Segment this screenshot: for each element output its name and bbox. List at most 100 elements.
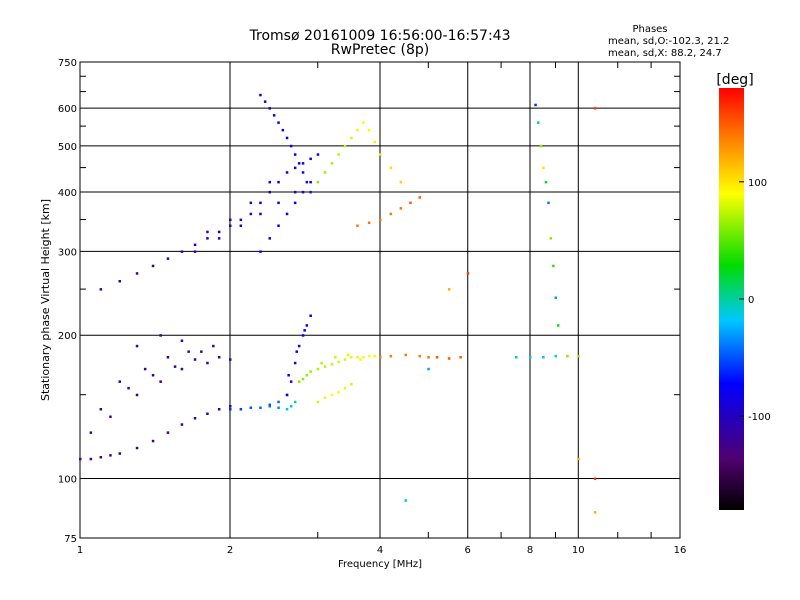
data-point — [309, 180, 312, 184]
y-tick-label: 100 — [58, 475, 77, 486]
data-point — [193, 250, 197, 253]
data-point — [356, 356, 359, 359]
data-point — [316, 153, 320, 156]
data-point — [277, 400, 280, 404]
data-point — [297, 380, 301, 383]
data-point — [277, 406, 280, 409]
chart-title: Tromsø 20161009 16:56:00-16:57:43 — [249, 28, 511, 44]
data-point — [239, 408, 243, 411]
data-point — [109, 454, 112, 457]
chart-subtitle: RwPretec (8p) — [331, 42, 429, 58]
data-point — [285, 408, 289, 411]
data-point — [337, 153, 340, 156]
data-point — [206, 237, 209, 240]
data-point — [277, 201, 280, 205]
y-tick-label: 200 — [58, 331, 77, 342]
data-point — [268, 107, 271, 110]
data-point — [379, 153, 382, 156]
data-point — [151, 264, 155, 268]
data-point — [577, 457, 580, 461]
grid — [80, 62, 680, 538]
data-point — [193, 358, 197, 361]
x-tick-label: 6 — [465, 545, 471, 556]
data-point — [217, 230, 221, 234]
data-point — [418, 196, 421, 199]
data-point — [350, 136, 353, 140]
data-point — [435, 356, 439, 359]
data-point — [309, 190, 312, 194]
data-point — [229, 408, 232, 411]
data-point — [127, 386, 130, 390]
data-point — [323, 171, 327, 174]
data-point — [289, 380, 293, 383]
data-point — [301, 377, 305, 381]
data-point — [173, 365, 177, 368]
y-axis-label: Stationary phase Virtual Height [km] — [39, 199, 52, 401]
data-point — [334, 356, 337, 359]
data-point — [159, 380, 162, 383]
data-point — [427, 367, 430, 371]
data-points — [79, 93, 597, 514]
data-point — [151, 439, 155, 443]
data-point — [206, 412, 209, 415]
data-point — [180, 367, 184, 371]
data-point — [301, 171, 305, 174]
data-point — [259, 406, 262, 409]
data-point — [180, 250, 184, 253]
data-point — [373, 140, 376, 144]
data-point — [367, 221, 371, 224]
data-point — [281, 128, 285, 132]
data-point — [159, 334, 162, 337]
data-point — [118, 380, 121, 383]
data-point — [593, 107, 597, 110]
data-point — [418, 354, 421, 358]
data-point — [350, 356, 353, 359]
stats-line-x: mean, sd,X: 88.2, 24.7 — [608, 48, 722, 59]
data-point — [229, 218, 232, 222]
colorbar-tick-label: -100 — [748, 412, 771, 423]
data-point — [268, 405, 271, 408]
data-point — [249, 406, 253, 409]
data-point — [293, 153, 297, 156]
data-point — [229, 405, 232, 408]
colorbar-tick-label: 100 — [748, 178, 767, 189]
data-point — [217, 356, 221, 359]
data-point — [295, 350, 298, 353]
data-point — [293, 166, 297, 170]
data-point — [542, 356, 545, 359]
data-point — [343, 358, 347, 361]
data-point — [593, 511, 597, 514]
data-point — [297, 344, 301, 348]
data-point — [347, 353, 350, 357]
data-point — [166, 257, 170, 260]
data-point — [373, 354, 376, 358]
data-point — [135, 393, 139, 397]
x-tick-label: 4 — [377, 545, 383, 556]
y-tick-label: 75 — [64, 534, 77, 545]
data-point — [379, 218, 382, 222]
data-point — [259, 212, 262, 216]
data-point — [259, 250, 262, 253]
data-point — [337, 360, 340, 364]
data-point — [285, 171, 289, 174]
data-point — [99, 456, 103, 459]
data-point — [135, 446, 139, 450]
data-point — [268, 190, 271, 194]
data-point — [200, 350, 203, 353]
data-point — [305, 180, 309, 184]
data-point — [399, 180, 403, 184]
data-point — [544, 180, 548, 184]
data-point — [309, 157, 312, 161]
data-point — [367, 354, 371, 358]
data-point — [389, 166, 393, 170]
data-point — [239, 224, 243, 227]
data-point — [193, 417, 197, 420]
data-point — [143, 367, 147, 371]
data-point — [389, 212, 393, 216]
x-tick-label: 1 — [77, 545, 83, 556]
colorbar-tick-label: 0 — [748, 295, 754, 306]
data-point — [293, 201, 297, 205]
colorbar-label: [deg] — [716, 72, 753, 88]
data-point — [323, 365, 327, 368]
